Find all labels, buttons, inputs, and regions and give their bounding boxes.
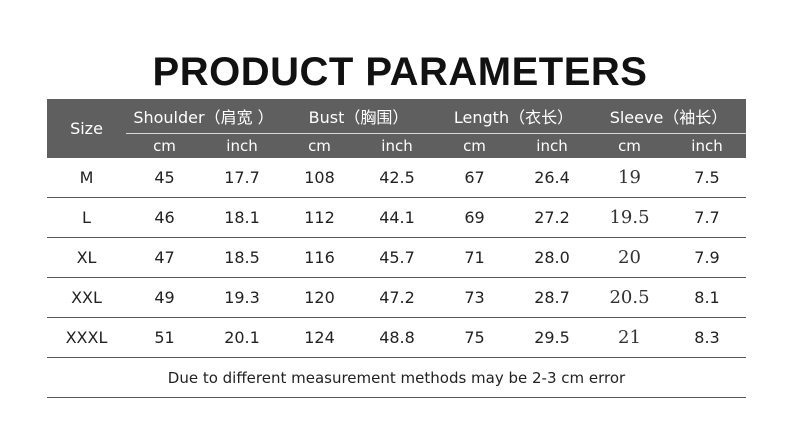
value-cell: 75 [464, 328, 485, 347]
value-cell: 7.9 [694, 248, 720, 267]
value-cell: 8.1 [694, 288, 720, 307]
table-row: XL 47 18.5 116 45.7 71 28.0 20 7.9 [47, 238, 746, 278]
table-row: M 45 17.7 108 42.5 67 26.4 19 7.5 [47, 158, 746, 198]
header-divider [126, 133, 746, 134]
size-cell: L [82, 208, 91, 227]
value-cell: 45 [154, 168, 175, 187]
value-cell: 8.3 [694, 328, 720, 347]
unit-header: cm [308, 137, 331, 155]
value-cell: 20.5 [609, 287, 650, 308]
value-cell: 7.7 [694, 208, 720, 227]
unit-header: inch [381, 137, 413, 155]
value-cell: 19.3 [224, 288, 260, 307]
value-cell: 29.5 [534, 328, 570, 347]
value-cell: 45.7 [379, 248, 415, 267]
size-column-header: Size [70, 119, 103, 138]
value-cell: 67 [464, 168, 485, 187]
value-cell: 51 [154, 328, 175, 347]
value-cell: 120 [304, 288, 335, 307]
value-cell: 19 [618, 167, 641, 188]
value-cell: 28.7 [534, 288, 570, 307]
value-cell: 27.2 [534, 208, 570, 227]
size-cell: M [79, 168, 94, 187]
table-row: XXL 49 19.3 120 47.2 73 28.7 20.5 8.1 [47, 278, 746, 318]
value-cell: 71 [464, 248, 485, 267]
value-cell: 42.5 [379, 168, 415, 187]
value-cell: 48.8 [379, 328, 415, 347]
value-cell: 47 [154, 248, 175, 267]
value-cell: 112 [304, 208, 335, 227]
value-cell: 49 [154, 288, 175, 307]
value-cell: 46 [154, 208, 175, 227]
value-cell: 44.1 [379, 208, 415, 227]
value-cell: 108 [304, 168, 335, 187]
value-cell: 18.5 [224, 248, 260, 267]
value-cell: 17.7 [224, 168, 260, 187]
size-cell: XXXL [65, 328, 108, 347]
value-cell: 73 [464, 288, 485, 307]
value-cell: 124 [304, 328, 335, 347]
value-cell: 21 [618, 327, 641, 348]
sleeve-header: Sleeve（袖长） [609, 108, 728, 127]
measurement-note: Due to different measurement methods may… [47, 358, 746, 398]
unit-header: inch [691, 137, 723, 155]
value-cell: 47.2 [379, 288, 415, 307]
value-cell: 18.1 [224, 208, 260, 227]
value-cell: 26.4 [534, 168, 570, 187]
value-cell: 7.5 [694, 168, 720, 187]
unit-header: cm [153, 137, 176, 155]
unit-header: inch [536, 137, 568, 155]
value-cell: 69 [464, 208, 485, 227]
unit-header: inch [226, 137, 258, 155]
value-cell: 19.5 [609, 207, 650, 228]
table-row: L 46 18.1 112 44.1 69 27.2 19.5 7.7 [47, 198, 746, 238]
length-header: Length（衣长） [453, 108, 574, 127]
unit-header: cm [618, 137, 641, 155]
value-cell: 20 [618, 247, 641, 268]
value-cell: 28.0 [534, 248, 570, 267]
table-header: Size Shoulder（肩宽 ） Bust（胸围） Length（衣长） S… [47, 99, 746, 158]
unit-header: cm [463, 137, 486, 155]
value-cell: 20.1 [224, 328, 260, 347]
size-cell: XL [76, 248, 97, 267]
size-cell: XXL [71, 288, 102, 307]
page-title: PRODUCT PARAMETERS [152, 50, 648, 94]
shoulder-header: Shoulder（肩宽 ） [133, 108, 274, 127]
bust-header: Bust（胸围） [308, 108, 409, 127]
table-row: XXXL 51 20.1 124 48.8 75 29.5 21 8.3 [47, 318, 746, 358]
size-chart-table: Size Shoulder（肩宽 ） Bust（胸围） Length（衣长） S… [47, 99, 746, 398]
value-cell: 116 [304, 248, 335, 267]
